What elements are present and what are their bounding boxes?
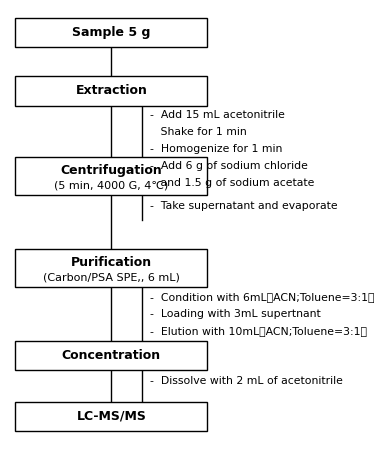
Text: Purification: Purification <box>71 256 152 269</box>
Text: (Carbon/PSA SPE,, 6 mL): (Carbon/PSA SPE,, 6 mL) <box>43 273 180 283</box>
Text: (5 min, 4000 G, 4℃): (5 min, 4000 G, 4℃) <box>54 181 169 191</box>
Text: -  Add 6 g of sodium chloride: - Add 6 g of sodium chloride <box>150 161 308 171</box>
Text: Sample 5 g: Sample 5 g <box>72 26 151 39</box>
FancyBboxPatch shape <box>15 18 207 47</box>
Text: -  Homogenize for 1 min: - Homogenize for 1 min <box>150 144 282 154</box>
Text: -  Condition with 6mL（ACN;Toluene=3:1）: - Condition with 6mL（ACN;Toluene=3:1） <box>150 292 374 302</box>
Text: Extraction: Extraction <box>75 84 147 97</box>
Text: LC-MS/MS: LC-MS/MS <box>76 410 146 423</box>
Text: and 1.5 g of sodium acetate: and 1.5 g of sodium acetate <box>150 178 314 188</box>
Text: -  Dissolve with 2 mL of acetonitrile: - Dissolve with 2 mL of acetonitrile <box>150 376 343 386</box>
Text: Shake for 1 min: Shake for 1 min <box>150 127 247 137</box>
FancyBboxPatch shape <box>15 249 207 287</box>
Text: Concentration: Concentration <box>62 349 161 362</box>
FancyBboxPatch shape <box>15 341 207 370</box>
Text: -  Loading with 3mL supertnant: - Loading with 3mL supertnant <box>150 309 321 319</box>
FancyBboxPatch shape <box>15 76 207 106</box>
Text: -  Take supernatant and evaporate: - Take supernatant and evaporate <box>150 201 338 211</box>
FancyBboxPatch shape <box>15 402 207 431</box>
Text: Centrifugation: Centrifugation <box>61 164 162 177</box>
Text: -  Elution with 10mL（ACN;Toluene=3:1）: - Elution with 10mL（ACN;Toluene=3:1） <box>150 326 367 336</box>
FancyBboxPatch shape <box>15 157 207 195</box>
Text: -  Add 15 mL acetonitrile: - Add 15 mL acetonitrile <box>150 110 285 120</box>
